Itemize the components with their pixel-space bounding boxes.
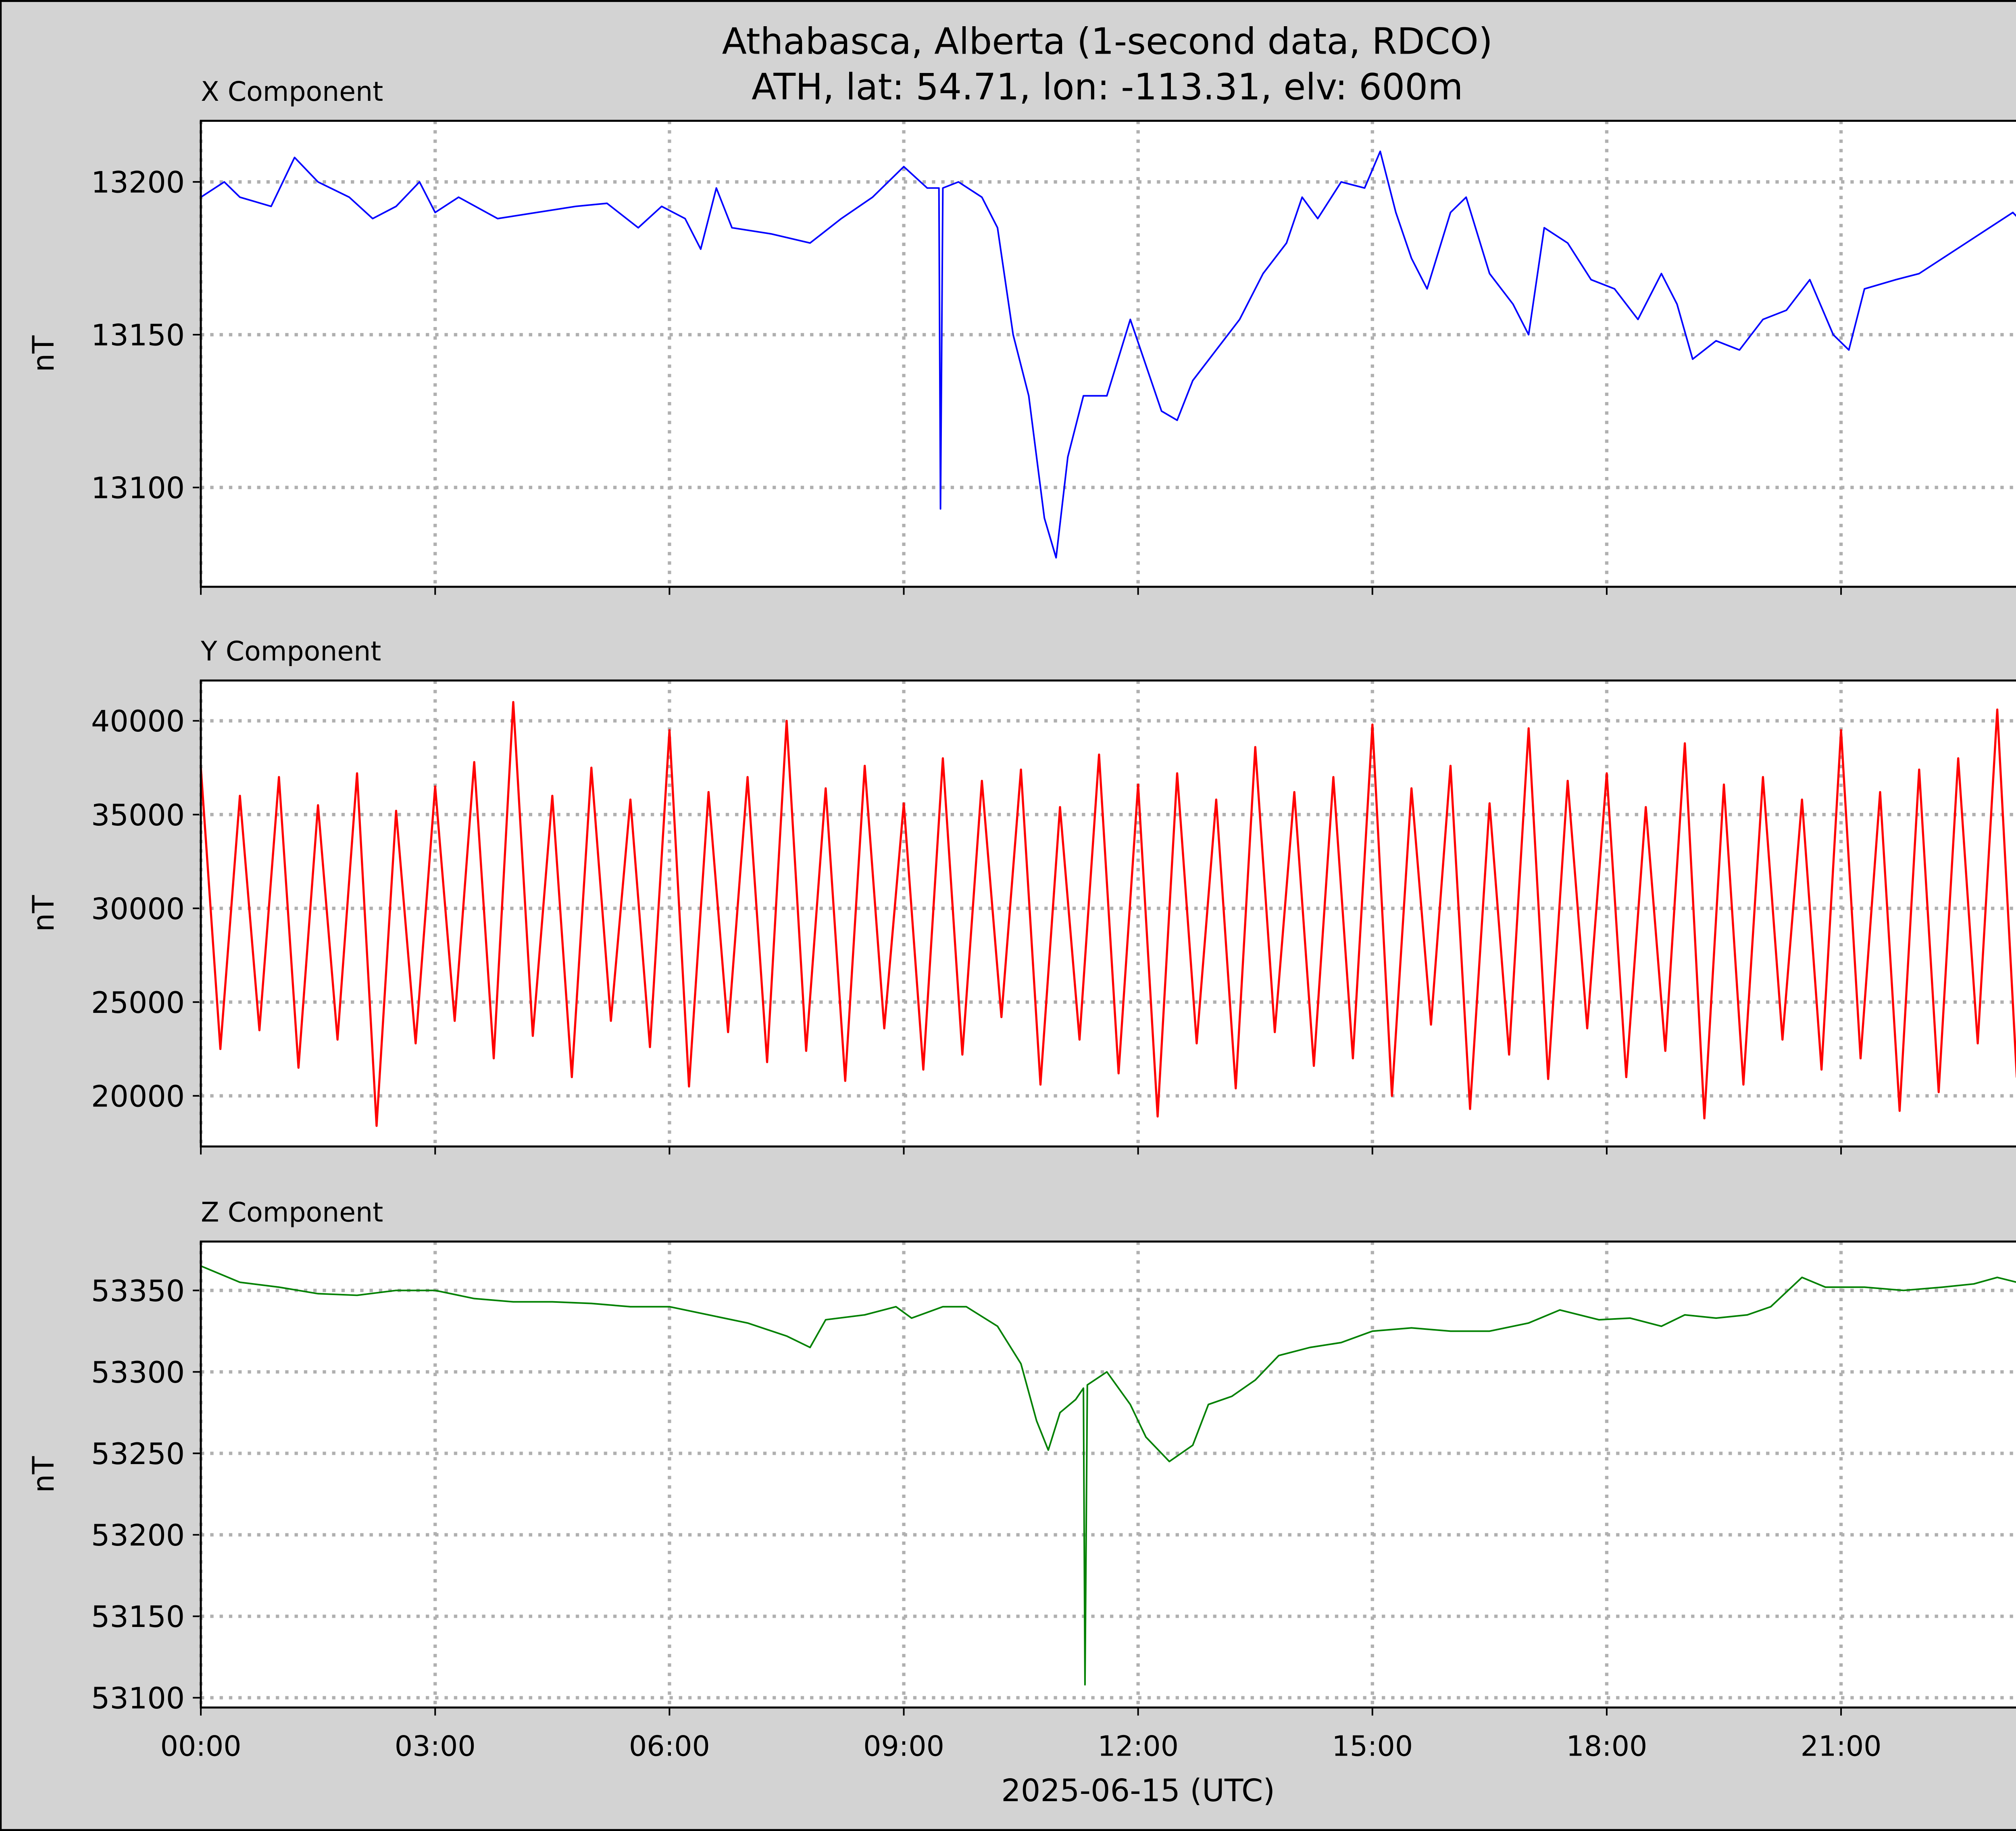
plot-frame <box>200 120 2016 588</box>
plot-area <box>201 121 2016 587</box>
y-tick-label: 20000 <box>91 1079 185 1114</box>
y-axis-label: nT <box>27 335 61 372</box>
y-tick-label: 40000 <box>91 704 185 739</box>
y-tick-label: 53250 <box>91 1437 185 1471</box>
y-tick-label: 13150 <box>91 319 185 353</box>
panel-title: X Component <box>201 76 383 107</box>
y-tick-label: 35000 <box>91 798 185 833</box>
x-tick-label: 00:00 <box>160 1730 242 1762</box>
x-tick-label: 15:00 <box>1332 1730 1413 1762</box>
y-axis-label: nT <box>27 1456 61 1493</box>
chart-title: Athabasca, Alberta (1-second data, RDCO) <box>722 21 1493 63</box>
plot-frame <box>200 679 2016 1148</box>
data-line <box>200 1265 2016 1686</box>
y-tick-label: 53300 <box>91 1356 185 1390</box>
x-tick-label: 21:00 <box>1801 1730 1882 1762</box>
x-tick-label: 03:00 <box>395 1730 476 1762</box>
y-tick-label: 53150 <box>91 1600 185 1634</box>
x-axis-label: 2025-06-15 (UTC) <box>1001 1773 1275 1809</box>
panel-title: Z Component <box>201 1196 383 1228</box>
y-tick-label: 25000 <box>91 986 185 1020</box>
plot-area <box>201 1241 2016 1708</box>
x-tick-label: 06:00 <box>629 1730 710 1762</box>
y-tick-label: 30000 <box>91 892 185 926</box>
y-tick-label: 53350 <box>91 1274 185 1308</box>
y-tick-label: 53200 <box>91 1519 185 1553</box>
y-tick-label: 13100 <box>91 471 185 506</box>
chart-subtitle: ATH, lat: 54.71, lon: -113.31, elv: 600m <box>752 66 1463 108</box>
data-line <box>200 701 2016 1127</box>
y-tick-label: 53100 <box>91 1681 185 1716</box>
data-line <box>200 150 2016 559</box>
panel-title: Y Component <box>200 635 381 667</box>
x-tick-label: 18:00 <box>1566 1730 1647 1762</box>
x-tick-label: 09:00 <box>863 1730 944 1762</box>
y-tick-label: 13200 <box>91 166 185 200</box>
plot-frame <box>200 1240 2016 1709</box>
x-tick-label: 12:00 <box>1098 1730 1179 1762</box>
y-axis-label: nT <box>27 895 61 932</box>
